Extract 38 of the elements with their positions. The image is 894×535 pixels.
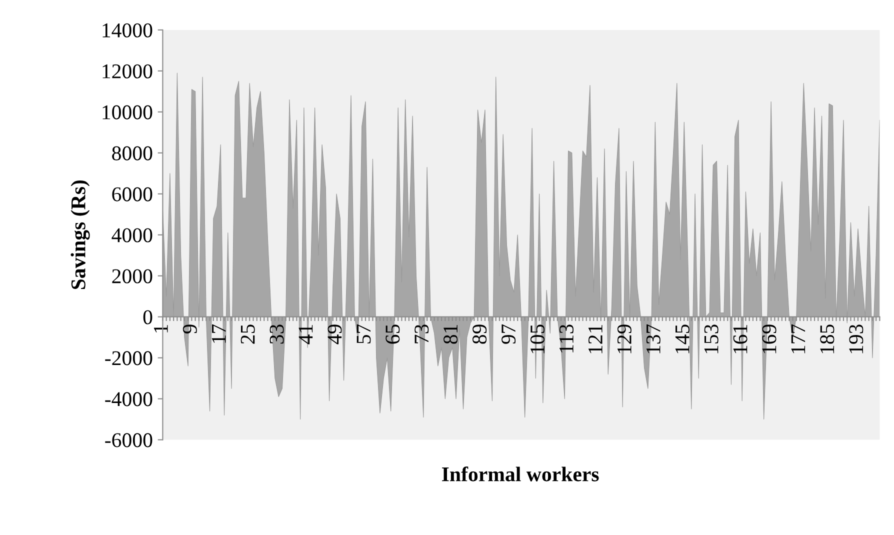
x-tick-label: 153 xyxy=(704,324,718,354)
x-tick-label: 169 xyxy=(762,324,776,354)
x-tick-label: 49 xyxy=(328,324,342,344)
x-tick-label: 17 xyxy=(212,324,226,343)
y-tick-label: 2000 xyxy=(112,269,152,284)
x-tick-label: 113 xyxy=(559,324,574,352)
y-tick-label: 12000 xyxy=(102,64,152,78)
x-tick-label: 177 xyxy=(791,324,806,354)
y-axis-title: Savings (Rs) xyxy=(70,180,90,290)
y-tick-label: -6000 xyxy=(105,433,152,448)
y-tick-label: 8000 xyxy=(112,146,152,160)
x-tick-label: 25 xyxy=(240,324,255,344)
y-tick-label: 0 xyxy=(143,310,152,324)
y-tick-label: 14000 xyxy=(102,23,152,38)
x-tick-label: 105 xyxy=(530,324,545,354)
x-tick-label: 33 xyxy=(270,324,284,344)
x-tick-label: 121 xyxy=(588,325,602,354)
x-tick-label: 145 xyxy=(675,324,690,354)
x-tick-label: 41 xyxy=(298,325,313,344)
x-tick-label: 137 xyxy=(646,324,660,354)
x-tick-label: 81 xyxy=(444,325,458,344)
y-tick-label: -4000 xyxy=(105,392,152,406)
x-tick-label: 161 xyxy=(733,325,748,354)
x-tick-label: 1 xyxy=(154,325,168,332)
x-tick-label: 185 xyxy=(820,324,834,354)
x-tick-label: 97 xyxy=(502,324,516,344)
y-tick-label: 4000 xyxy=(112,228,152,242)
x-axis-title: Informal workers xyxy=(442,466,599,482)
x-tick-label: 193 xyxy=(849,324,864,354)
x-tick-label: 65 xyxy=(386,324,400,344)
y-tick-label: -2000 xyxy=(105,351,152,366)
x-tick-label: 73 xyxy=(414,324,429,344)
x-tick-label: 9 xyxy=(182,324,197,334)
x-tick-label: 129 xyxy=(617,324,632,354)
y-tick-label: 6000 xyxy=(112,187,152,202)
x-tick-label: 57 xyxy=(356,324,371,344)
y-tick-label: 10000 xyxy=(102,105,152,120)
x-tick-label: 89 xyxy=(472,324,487,344)
